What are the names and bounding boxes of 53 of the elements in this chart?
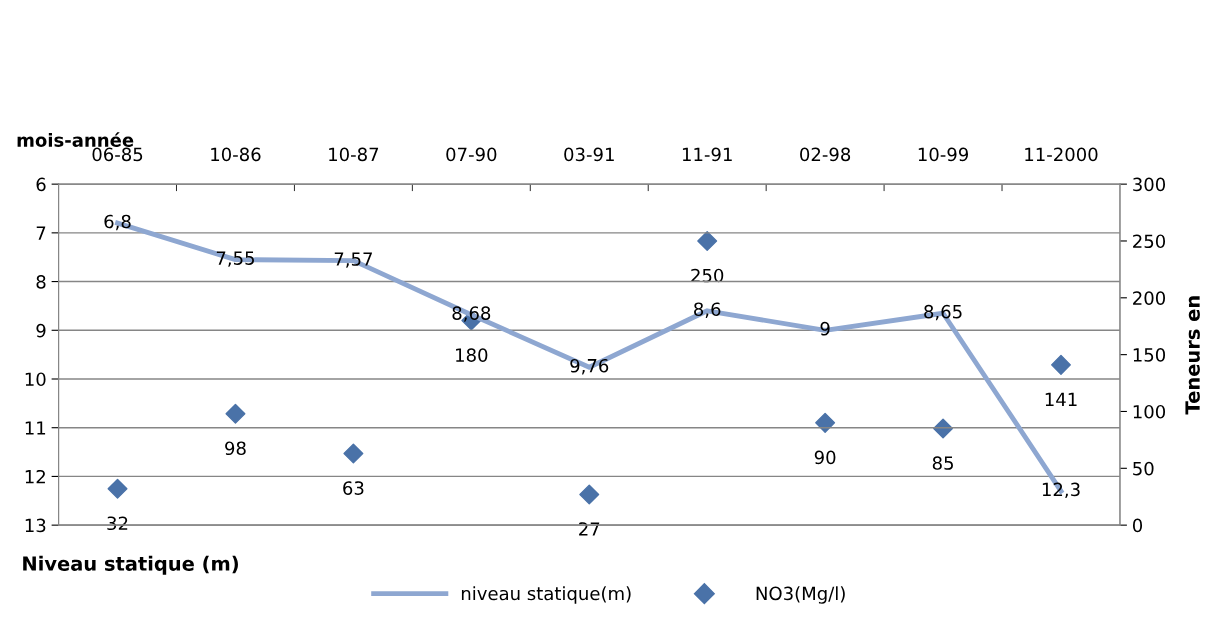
x-axis-title: mois-année [17,132,134,147]
point [815,412,836,433]
data-label: 63 [343,481,364,495]
y2-tick-label: 0 [1132,518,1143,533]
data-label: 9 [820,321,830,336]
y-tick-label: 6 [36,177,46,192]
x-tick-label: 06-85 [92,147,143,162]
data-label: 7,57 [334,252,372,268]
x-tick-label: 11-91 [682,147,732,162]
data-label: 141 [1045,392,1077,406]
y2-tick-label: 250 [1133,234,1166,249]
y-tick-label: 12 [25,469,45,484]
y2-tick-label: 200 [1133,291,1166,305]
y2-tick-label: 50 [1133,461,1154,476]
data-label: 27 [579,522,600,536]
data-label: 12,3 [1042,482,1080,499]
y-tick-label: 7 [36,226,46,240]
x-tick-label: 10-99 [918,147,969,162]
legend-label: niveau statique(m) [461,586,631,604]
x-tick-label: 11-2000 [1025,147,1098,162]
data-label: 90 [814,450,836,465]
point [1050,354,1072,375]
point [579,484,600,505]
y-axis-title: Niveau statique (m) [23,555,238,575]
point [107,478,128,499]
data-label: 8,68 [452,306,491,322]
data-label: 98 [225,441,246,456]
data-label: 8,6 [694,302,721,318]
data-label: 9,76 [570,358,609,375]
data-label: 8,65 [924,304,962,321]
y-tick-label: 9 [36,323,46,338]
x-tick-label: 07-90 [446,147,497,162]
y-tick-label: 11 [25,421,46,435]
y2-axis-title: Teneurs en [1185,296,1200,415]
x-tick-label: 03-91 [564,147,614,162]
y2-tick-label: 100 [1133,404,1166,419]
data-label: 6,8 [104,214,131,231]
x-tick-label: 02-98 [800,147,851,162]
y2-tick-label: 150 [1133,348,1166,362]
y2-tick-label: 300 [1133,177,1166,192]
x-tick-label: 10-87 [329,147,379,162]
data-label: 7,55 [216,251,254,267]
data-label: 180 [456,348,488,362]
y-tick-label: 8 [36,275,46,289]
point [343,443,364,464]
x-tick-label: 10-86 [211,147,261,162]
legend-label: NO3(Mg/l) [756,586,845,604]
y-tick-label: 13 [25,518,46,533]
y-tick-label: 10 [25,372,46,387]
point [225,403,246,424]
data-label: 85 [932,456,953,470]
data-label: 32 [107,516,128,531]
point [697,230,718,251]
